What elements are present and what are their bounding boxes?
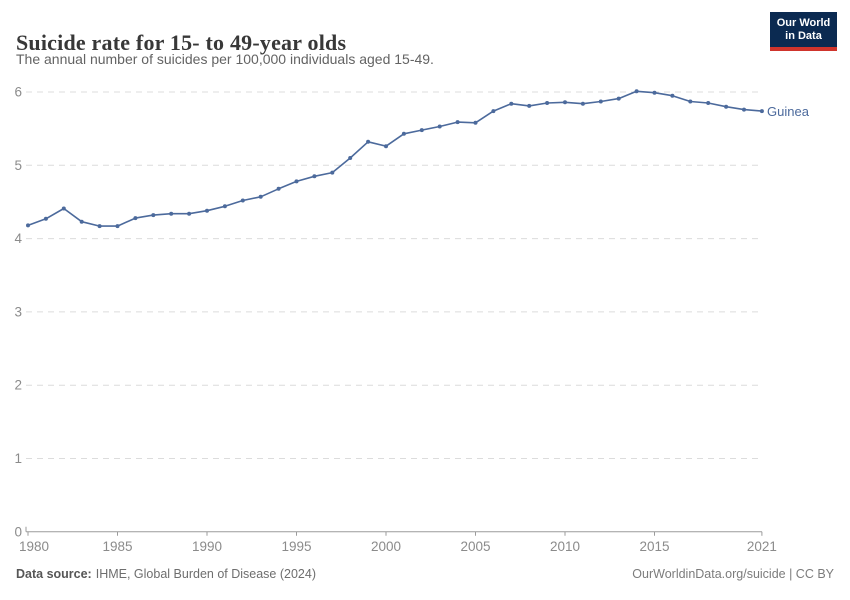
- y-tick-label-6: 6: [14, 85, 22, 100]
- x-tick-label-2005: 2005: [460, 539, 490, 554]
- data-point-1992: [240, 198, 245, 203]
- data-point-1987: [151, 213, 156, 218]
- data-point-1996: [312, 174, 317, 179]
- x-tick-label-1995: 1995: [281, 539, 311, 554]
- y-tick-label-2: 2: [14, 378, 22, 393]
- y-tick-label-1: 1: [14, 451, 22, 466]
- data-point-2008: [527, 103, 532, 108]
- x-tick-label-2021: 2021: [747, 539, 777, 554]
- y-tick-label-0: 0: [14, 524, 22, 539]
- owid-logo-line1: Our World: [776, 17, 831, 29]
- data-point-2018: [706, 101, 711, 105]
- owid-logo-line2: in Data: [785, 30, 822, 42]
- data-point-2020: [742, 107, 746, 112]
- data-point-2011: [580, 101, 585, 106]
- trend-line-guinea: [27, 90, 763, 227]
- x-tick-label-1985: 1985: [102, 539, 132, 554]
- owid-logo[interactable]: Our World in Data: [770, 12, 837, 51]
- data-point-1993: [258, 194, 263, 199]
- data-point-2005: [473, 120, 478, 125]
- data-point-1998: [348, 156, 353, 160]
- data-point-1995: [294, 179, 299, 184]
- x-tick-label-2010: 2010: [550, 539, 580, 554]
- y-tick-label-3: 3: [14, 304, 22, 319]
- footer: Data source: IHME, Global Burden of Disea…: [16, 567, 834, 581]
- data-point-2010: [563, 100, 567, 105]
- data-point-1980: [26, 223, 30, 228]
- data-point-2003: [437, 124, 442, 129]
- chart-subtitle: The annual number of suicides per 100,00…: [16, 51, 434, 67]
- data-point-2004: [455, 120, 460, 125]
- data-point-2016: [670, 93, 675, 98]
- data-point-1983: [79, 219, 84, 224]
- data-point-2017: [688, 99, 693, 104]
- data-point-1990: [205, 208, 209, 213]
- data-point-2006: [491, 109, 496, 114]
- data-point-2015: [652, 90, 657, 95]
- x-tick-label-1990: 1990: [192, 539, 222, 554]
- data-source-text: Data source: IHME, Global Burden of Disea…: [16, 567, 316, 581]
- data-point-2012: [598, 99, 603, 104]
- data-point-1999: [366, 139, 371, 144]
- data-source-label: Data source:: [16, 567, 92, 581]
- data-point-2001: [401, 131, 406, 136]
- data-point-1984: [97, 224, 102, 229]
- x-tick-label-2015: 2015: [639, 539, 669, 554]
- data-point-1985: [115, 224, 120, 229]
- data-point-2019: [724, 104, 729, 109]
- data-point-2000: [384, 144, 388, 149]
- data-point-1981: [43, 216, 48, 221]
- data-point-1994: [276, 186, 281, 191]
- license-link[interactable]: OurWorldinData.org/suicide | CC BY: [632, 567, 834, 581]
- x-tick-label-1980: 1980: [19, 539, 49, 554]
- data-source-value: IHME, Global Burden of Disease (2024): [95, 567, 316, 581]
- data-point-1991: [222, 204, 227, 209]
- data-point-1986: [133, 216, 138, 221]
- y-tick-label-5: 5: [14, 158, 22, 173]
- series-label-guinea: Guinea: [767, 104, 809, 119]
- data-point-1988: [169, 211, 174, 216]
- data-point-1982: [61, 206, 66, 211]
- data-point-1997: [330, 170, 335, 175]
- y-tick-label-4: 4: [14, 231, 22, 246]
- data-point-2013: [616, 96, 621, 101]
- data-point-2002: [419, 128, 424, 133]
- data-point-1989: [187, 211, 192, 216]
- data-point-2021: [759, 109, 764, 114]
- page-title: Suicide rate for 15- to 49-year olds: [16, 29, 347, 55]
- data-point-2007: [509, 101, 514, 106]
- x-tick-label-2000: 2000: [371, 539, 401, 554]
- data-point-2009: [545, 101, 550, 105]
- data-point-2014: [634, 89, 639, 94]
